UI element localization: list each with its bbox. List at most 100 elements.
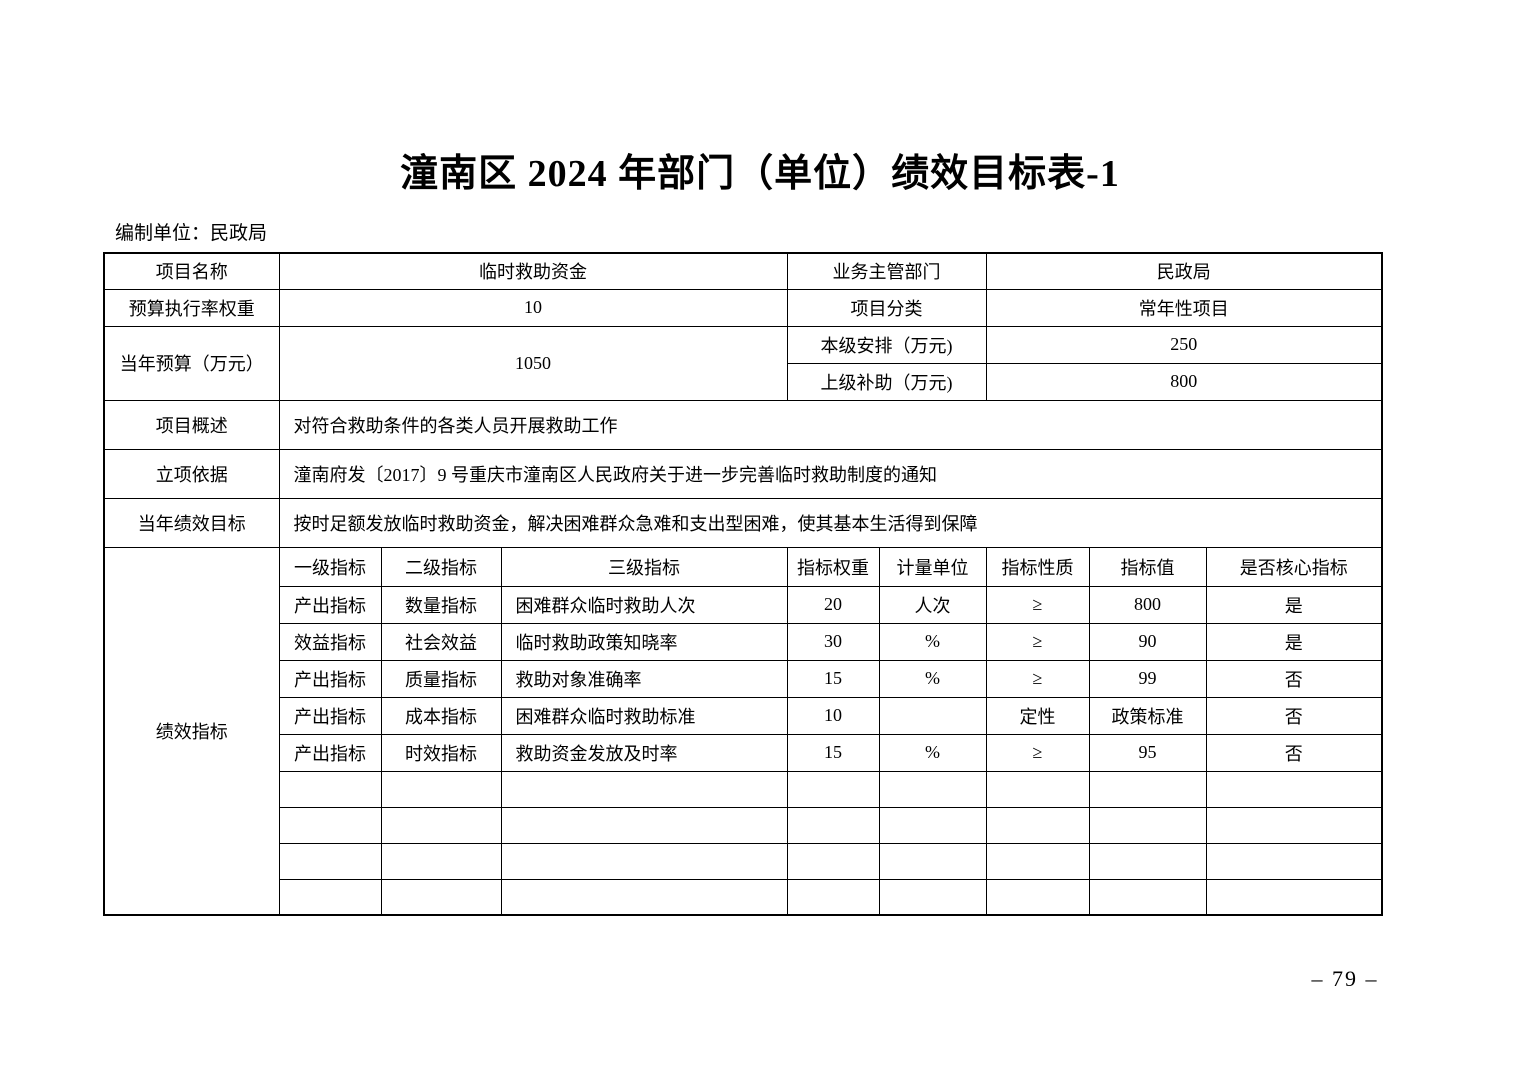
empty-cell <box>1205 878 1383 916</box>
indicator-cell: 否 <box>1205 696 1383 735</box>
dept-label-cell: 业务主管部门 <box>786 252 987 290</box>
indicator-cell: 800 <box>1088 585 1207 624</box>
empty-cell <box>278 878 382 916</box>
category-value-cell: 常年性项目 <box>985 288 1383 327</box>
empty-cell <box>1205 842 1383 880</box>
empty-cell <box>278 770 382 808</box>
dept-value-cell: 民政局 <box>985 252 1383 290</box>
indicator-row: 产出指标 时效指标 救助资金发放及时率 15 % ≥ 95 否 <box>104 733 1383 772</box>
indicator-cell: 90 <box>1088 622 1207 661</box>
indicator-row: 产出指标 质量指标 救助对象准确率 15 % ≥ 99 否 <box>104 659 1383 698</box>
page-number: – 79 – <box>1311 966 1379 991</box>
empty-cell <box>1088 770 1207 808</box>
annual-budget-value-cell: 1050 <box>278 325 788 401</box>
category-label-cell: 项目分类 <box>786 288 987 327</box>
indicator-row: 产出指标 成本指标 困难群众临时救助标准 10 定性 政策标准 否 <box>104 696 1383 735</box>
empty-cell <box>878 842 987 880</box>
overview-label-cell: 项目概述 <box>103 399 280 450</box>
empty-cell <box>500 878 788 916</box>
indicator-empty-row <box>104 806 1383 844</box>
indicator-empty-row <box>104 878 1383 916</box>
indicator-cell: ≥ <box>985 585 1090 624</box>
indicator-cell: % <box>878 622 987 661</box>
indicator-header-cell: 指标权重 <box>786 546 880 587</box>
empty-cell <box>380 770 502 808</box>
row-budget-weight: 预算执行率权重 10 项目分类 常年性项目 <box>103 288 1383 327</box>
indicator-row: 产出指标 数量指标 困难群众临时救助人次 20 人次 ≥ 800 是 <box>104 585 1383 624</box>
empty-cell <box>786 842 880 880</box>
indicator-cell: 时效指标 <box>380 733 502 772</box>
indicator-cell: 社会效益 <box>380 622 502 661</box>
empty-cell <box>500 806 788 844</box>
empty-cell <box>1088 878 1207 916</box>
indicator-cell: 15 <box>786 659 880 698</box>
prepared-by-label: 编制单位：民政局 <box>115 223 268 244</box>
indicator-cell: ≥ <box>985 733 1090 772</box>
indicator-header-cell: 二级指标 <box>380 546 502 587</box>
indicator-cell: ≥ <box>985 622 1090 661</box>
indicator-row: 效益指标 社会效益 临时救助政策知晓率 30 % ≥ 90 是 <box>104 622 1383 661</box>
indicator-cell: 困难群众临时救助人次 <box>500 585 788 624</box>
indicator-cell: 质量指标 <box>380 659 502 698</box>
indicator-header-cell: 三级指标 <box>500 546 788 587</box>
indicator-cell: 95 <box>1088 733 1207 772</box>
budget-weight-label-cell: 预算执行率权重 <box>103 288 280 327</box>
indicator-cell: 产出指标 <box>278 733 382 772</box>
local-arrangement-label-cell: 本级安排（万元) <box>786 325 987 364</box>
indicator-cell: 是 <box>1205 622 1383 661</box>
indicator-header-cell: 指标性质 <box>985 546 1090 587</box>
performance-target-table: 项目名称 临时救助资金 业务主管部门 民政局 预算执行率权重 10 项目分类 常… <box>103 252 1384 916</box>
indicator-cell: 政策标准 <box>1088 696 1207 735</box>
indicator-cell: % <box>878 733 987 772</box>
indicator-cell: 成本指标 <box>380 696 502 735</box>
indicator-header-cell: 是否核心指标 <box>1205 546 1383 587</box>
row-goal: 当年绩效目标 按时足额发放临时救助资金，解决困难群众急难和支出型困难，使其基本生… <box>103 497 1383 548</box>
indicator-cell: 数量指标 <box>380 585 502 624</box>
empty-cell <box>985 770 1090 808</box>
row-indicator-header: 绩效指标 一级指标 二级指标 三级指标 指标权重 计量单位 指标性质 指标值 是… <box>103 546 1383 916</box>
indicator-cell: 产出指标 <box>278 585 382 624</box>
empty-cell <box>1205 770 1383 808</box>
local-arrangement-value-cell: 250 <box>985 325 1383 364</box>
goal-label-cell: 当年绩效目标 <box>103 497 280 548</box>
row-annual-budget-2: 上级补助（万元) 800 <box>104 362 1383 401</box>
empty-cell <box>1088 806 1207 844</box>
overview-value-cell: 对符合救助条件的各类人员开展救助工作 <box>278 399 1383 450</box>
indicator-cell: 99 <box>1088 659 1207 698</box>
budget-weight-value-cell: 10 <box>278 288 788 327</box>
empty-cell <box>786 878 880 916</box>
empty-cell <box>278 806 382 844</box>
superior-subsidy-label-cell: 上级补助（万元) <box>786 362 987 401</box>
indicator-empty-row <box>104 842 1383 880</box>
indicator-empty-row <box>104 770 1383 808</box>
indicator-cell: 救助资金发放及时率 <box>500 733 788 772</box>
indicator-cell: 15 <box>786 733 880 772</box>
empty-cell <box>278 842 382 880</box>
empty-cell <box>380 806 502 844</box>
empty-cell <box>985 842 1090 880</box>
indicator-cell: 是 <box>1205 585 1383 624</box>
basis-value-cell: 潼南府发〔2017〕9 号重庆市潼南区人民政府关于进一步完善临时救助制度的通知 <box>278 448 1383 499</box>
indicators-label-cell: 绩效指标 <box>103 546 280 916</box>
row-overview: 项目概述 对符合救助条件的各类人员开展救助工作 <box>103 399 1383 450</box>
indicator-header-cell: 计量单位 <box>878 546 987 587</box>
indicator-cell: ≥ <box>985 659 1090 698</box>
indicator-cell: 救助对象准确率 <box>500 659 788 698</box>
empty-cell <box>985 878 1090 916</box>
indicator-cell: 否 <box>1205 659 1383 698</box>
project-name-value-cell: 临时救助资金 <box>278 252 788 290</box>
row-project-name: 项目名称 临时救助资金 业务主管部门 民政局 <box>103 252 1383 290</box>
page-title: 潼南区 2024 年部门（单位）绩效目标表-1 <box>400 153 1120 195</box>
empty-cell <box>1205 806 1383 844</box>
empty-cell <box>1088 842 1207 880</box>
empty-cell <box>786 770 880 808</box>
indicator-cell <box>878 696 987 735</box>
indicator-cell: % <box>878 659 987 698</box>
empty-cell <box>380 842 502 880</box>
indicator-cell: 临时救助政策知晓率 <box>500 622 788 661</box>
goal-value-cell: 按时足额发放临时救助资金，解决困难群众急难和支出型困难，使其基本生活得到保障 <box>278 497 1383 548</box>
empty-cell <box>500 842 788 880</box>
indicator-cell: 困难群众临时救助标准 <box>500 696 788 735</box>
indicator-cell: 20 <box>786 585 880 624</box>
